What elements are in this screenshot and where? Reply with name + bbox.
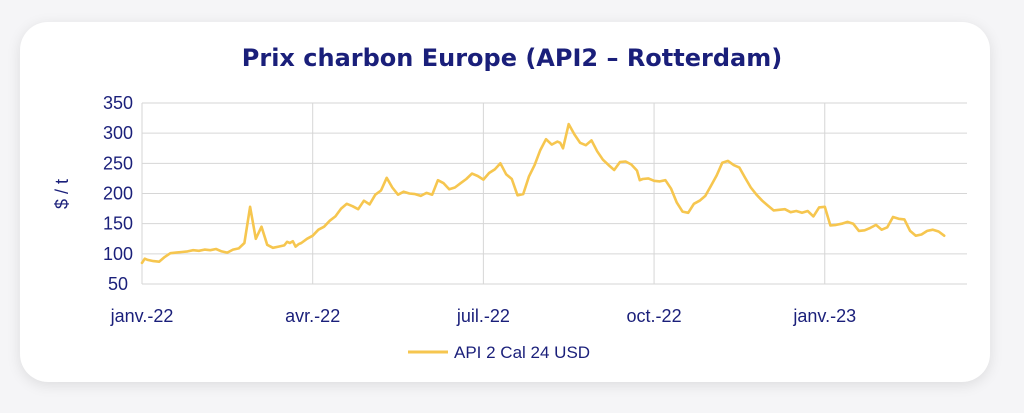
y-axis-ticks: 350 300 250 200 150 100 50 [103,93,133,294]
y-tick-label: 100 [103,244,133,264]
y-tick-label: 50 [108,274,128,294]
legend-label: API 2 Cal 24 USD [454,343,590,362]
y-tick-label: 250 [103,153,133,173]
grid [142,103,967,284]
legend: API 2 Cal 24 USD [408,343,590,362]
x-tick-label: avr.-22 [285,306,340,326]
x-tick-label: janv.-22 [110,306,174,326]
y-tick-label: 350 [103,93,133,113]
x-tick-label: juil.-22 [456,306,510,326]
y-tick-label: 300 [103,123,133,143]
y-tick-label: 200 [103,184,133,204]
y-tick-label: 150 [103,214,133,234]
x-tick-label: janv.-23 [792,306,856,326]
x-tick-label: oct.-22 [627,306,682,326]
y-axis-label: $ / t [52,179,72,209]
x-axis-ticks: janv.-22 avr.-22 juil.-22 oct.-22 janv.-23 [110,306,856,326]
